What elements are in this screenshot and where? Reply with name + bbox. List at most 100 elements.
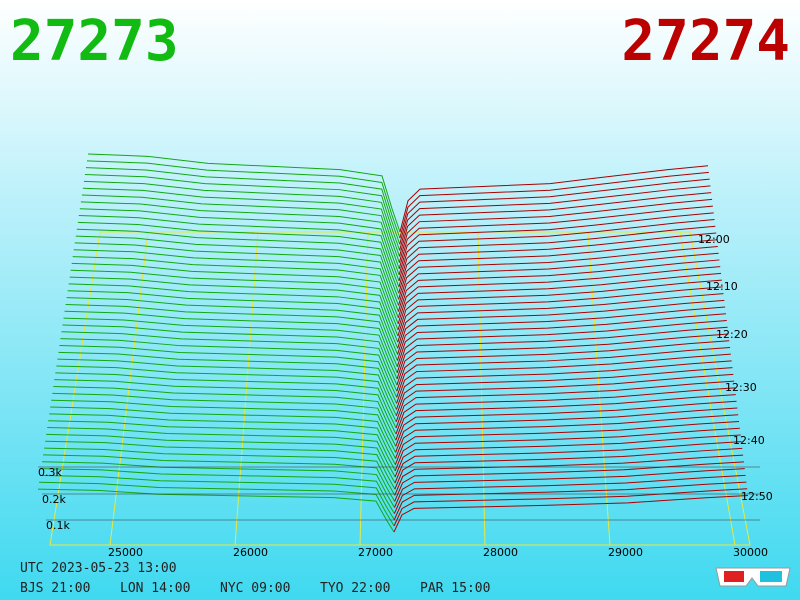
ask-depth-line bbox=[397, 259, 720, 318]
price-label: 30000 bbox=[733, 546, 768, 559]
bid-depth-line bbox=[51, 399, 397, 453]
bid-depth-line bbox=[60, 338, 398, 398]
bid-depth-line bbox=[83, 180, 400, 257]
city-time: PAR 15:00 bbox=[420, 581, 490, 596]
ask-depth-line bbox=[395, 380, 735, 429]
bid-depth-line bbox=[73, 249, 399, 318]
ask-depth-line bbox=[398, 205, 713, 269]
bid-depth-line bbox=[70, 269, 399, 337]
bid-depth-line bbox=[74, 242, 399, 312]
ask-depth-line bbox=[396, 320, 727, 373]
bid-depth-line bbox=[68, 283, 399, 349]
time-label: 12:30 bbox=[725, 381, 757, 394]
bid-depth-line bbox=[85, 167, 401, 245]
ask-depth-line bbox=[398, 212, 714, 275]
ask-depth-line bbox=[394, 441, 742, 484]
ask-depth-line bbox=[396, 333, 729, 386]
ask-depth-line bbox=[395, 407, 738, 453]
bid-depth-line bbox=[78, 215, 400, 288]
ask-depth-line bbox=[393, 488, 748, 527]
bid-depth-line bbox=[55, 372, 397, 429]
bid-depth-line bbox=[49, 413, 396, 465]
time-label: 12:20 bbox=[716, 328, 748, 341]
ask-depth-line bbox=[394, 468, 745, 508]
depth-lines bbox=[37, 153, 749, 533]
ask-depth-line bbox=[397, 272, 722, 331]
bid-depth-line bbox=[86, 160, 401, 239]
ask-depth-line bbox=[393, 474, 746, 514]
ask-depth-line bbox=[398, 198, 713, 263]
depth-label: 0.1k bbox=[46, 519, 70, 532]
ask-depth-line bbox=[393, 495, 749, 533]
ask-depth-line bbox=[397, 252, 719, 312]
time-label: 12:00 bbox=[698, 233, 730, 246]
bid-depth-line bbox=[37, 488, 395, 533]
bid-depth-line bbox=[44, 447, 396, 496]
ask-depth-line bbox=[398, 239, 718, 300]
ask-depth-line bbox=[399, 165, 709, 233]
bid-price: 27273 bbox=[10, 9, 179, 74]
ask-depth-line bbox=[399, 185, 711, 251]
price-label: 27000 bbox=[358, 546, 393, 559]
bid-depth-line bbox=[40, 474, 395, 521]
bid-depth-line bbox=[64, 310, 398, 374]
bid-depth-line bbox=[63, 317, 398, 380]
bid-depth-line bbox=[75, 235, 399, 306]
bid-depth-line bbox=[58, 351, 397, 410]
ask-depth-line bbox=[396, 313, 726, 367]
utc-time: UTC 2023-05-23 13:00 bbox=[20, 561, 177, 576]
city-time: TYO 22:00 bbox=[320, 581, 390, 596]
bid-depth-line bbox=[52, 392, 397, 447]
ask-depth-line bbox=[397, 299, 725, 355]
bid-depth-line bbox=[84, 174, 401, 251]
ask-depth-line bbox=[397, 279, 722, 337]
bid-depth-line bbox=[69, 276, 399, 343]
ask-depth-line bbox=[395, 373, 734, 422]
ask-depth-line bbox=[394, 454, 744, 496]
ask-depth-line bbox=[398, 219, 715, 282]
ask-depth-line bbox=[396, 326, 728, 380]
bid-depth-line bbox=[43, 454, 396, 502]
bid-depth-line bbox=[66, 297, 398, 361]
ask-depth-line bbox=[396, 346, 731, 398]
time-label: 12:40 bbox=[733, 434, 765, 447]
bid-depth-line bbox=[54, 379, 397, 435]
ask-price: 27274 bbox=[621, 9, 790, 74]
ask-depth-line bbox=[397, 266, 721, 324]
bid-depth-line bbox=[77, 221, 400, 294]
bid-depth-line bbox=[48, 420, 396, 472]
ask-depth-line bbox=[395, 394, 736, 441]
ask-depth-line bbox=[398, 225, 716, 288]
bid-depth-line bbox=[46, 433, 396, 484]
ask-depth-line bbox=[397, 293, 724, 349]
ask-depth-line bbox=[398, 245, 718, 306]
bid-depth-line bbox=[57, 358, 397, 416]
bid-depth-line bbox=[65, 303, 398, 367]
ask-depth-line bbox=[394, 427, 740, 471]
ask-depth-line bbox=[395, 414, 739, 459]
ask-depth-line bbox=[398, 232, 717, 294]
bid-depth-line bbox=[53, 386, 397, 441]
price-label: 29000 bbox=[608, 546, 643, 559]
city-time: BJS 21:00 bbox=[20, 581, 90, 596]
bid-depth-line bbox=[81, 194, 400, 269]
time-label: 12:50 bbox=[741, 490, 773, 503]
bid-depth-line bbox=[80, 201, 400, 276]
city-time: NYC 09:00 bbox=[220, 581, 290, 596]
bid-depth-line bbox=[82, 187, 400, 263]
price-grid-line bbox=[679, 231, 736, 546]
time-label: 12:10 bbox=[706, 280, 738, 293]
bid-depth-line bbox=[41, 468, 395, 514]
ask-depth-line bbox=[394, 434, 741, 478]
ask-depth-line bbox=[399, 192, 712, 257]
bid-depth-line bbox=[67, 290, 399, 355]
bid-depth-line bbox=[59, 344, 398, 404]
ask-depth-line bbox=[395, 367, 733, 416]
bid-depth-line bbox=[50, 406, 396, 459]
price-label: 28000 bbox=[483, 546, 518, 559]
depth-label: 0.2k bbox=[42, 493, 66, 506]
bid-depth-line bbox=[72, 256, 399, 325]
bid-depth-line bbox=[39, 481, 395, 527]
